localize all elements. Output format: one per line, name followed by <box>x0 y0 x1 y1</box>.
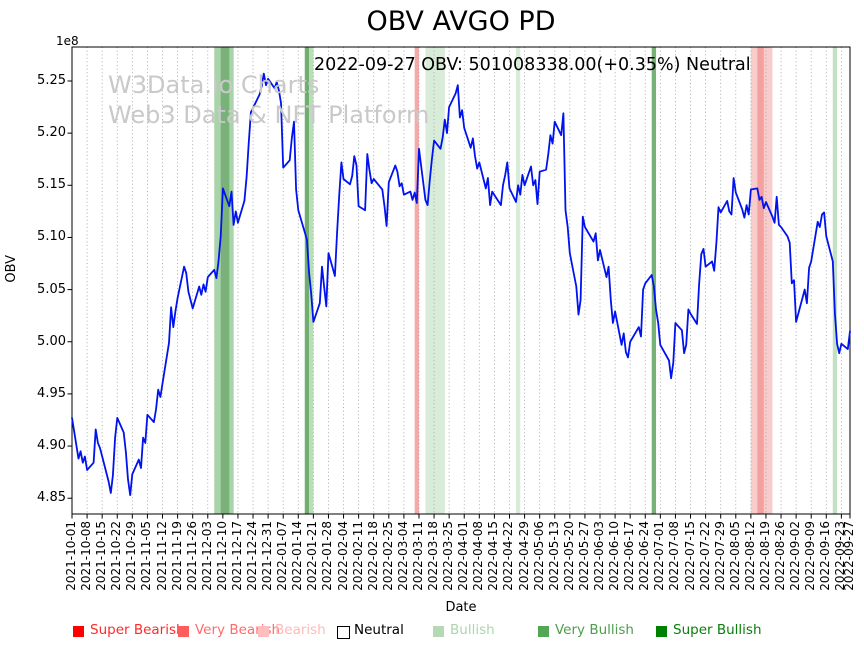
x-tick-label: 2022-09-02 <box>788 521 803 591</box>
x-tick-label: 2021-11-05 <box>139 521 154 591</box>
x-tick-label: 2022-04-22 <box>501 521 516 591</box>
x-tick-label: 2022-07-15 <box>682 521 697 591</box>
y-tick-label: 5.15 <box>37 177 66 193</box>
x-tick-label: 2022-02-04 <box>335 521 350 591</box>
x-tick-label: 2022-05-13 <box>546 521 561 591</box>
x-tick-label: 2022-03-11 <box>410 521 425 591</box>
x-tick-label: 2021-10-08 <box>79 521 94 591</box>
x-tick-label: 2022-01-14 <box>290 521 305 591</box>
y-tick-label: 5.20 <box>37 125 66 141</box>
x-tick-label: 2022-07-22 <box>697 521 712 591</box>
x-tick-label: 2022-05-20 <box>561 521 576 591</box>
x-tick-label: 2022-04-01 <box>456 521 471 591</box>
x-tick-label: 2022-08-12 <box>742 521 757 591</box>
x-tick-label: 2022-03-25 <box>441 521 456 591</box>
x-tick-label: 2022-02-18 <box>365 521 380 591</box>
y-tick-label: 4.90 <box>37 438 66 454</box>
x-tick-label: 2021-10-01 <box>64 521 78 591</box>
signal-band <box>220 47 230 514</box>
x-tick-label: 2022-09-27 <box>842 521 856 591</box>
x-tick-label: 2021-10-22 <box>109 521 124 591</box>
x-tick-label: 2021-12-17 <box>229 521 244 591</box>
x-tick-label: 2022-08-19 <box>757 521 772 591</box>
y-tick-label: 4.95 <box>37 385 66 401</box>
x-tick-label: 2022-02-11 <box>350 521 365 591</box>
x-tick-label: 2022-03-04 <box>395 521 410 591</box>
x-tick-label: 2022-04-15 <box>486 521 501 591</box>
x-tick-label: 2021-12-31 <box>260 521 275 591</box>
signal-band <box>304 47 310 514</box>
legend-label-neutral: Neutral <box>354 622 404 638</box>
legend-swatch-very-bullish <box>538 626 549 637</box>
x-tick-label: 2022-06-10 <box>607 521 622 591</box>
x-tick-label: 2021-12-03 <box>199 521 214 591</box>
y-axis-label: OBV <box>4 255 19 283</box>
x-tick-label: 2021-12-24 <box>245 521 260 591</box>
legend-swatch-super-bullish <box>656 626 667 637</box>
legend-label-super-bullish: Super Bullish <box>673 622 762 638</box>
signal-band <box>757 47 764 514</box>
x-tick-label: 2021-10-15 <box>94 521 109 591</box>
signal-band <box>515 47 521 514</box>
x-tick-label: 2021-12-10 <box>214 521 229 591</box>
signal-band <box>425 47 445 514</box>
legend-swatch-very-bearish <box>178 626 189 637</box>
x-tick-label: 2022-01-07 <box>275 521 290 591</box>
x-tick-label: 2022-03-18 <box>426 521 441 591</box>
x-tick-label: 2022-06-17 <box>622 521 637 591</box>
y-tick-label: 5.10 <box>37 229 66 245</box>
x-tick-label: 2022-06-03 <box>592 521 606 591</box>
obv-line <box>71 72 851 497</box>
y-tick-label: 5.00 <box>37 333 66 349</box>
watermark-line1: W3Data.io Charts <box>108 71 320 99</box>
x-tick-label: 2022-06-24 <box>637 521 652 591</box>
x-tick-label: 2022-01-28 <box>320 521 335 591</box>
legend-label-bullish: Bullish <box>450 622 495 638</box>
watermark: W3Data.io Charts Web3 Data & NFT Platfor… <box>108 70 429 130</box>
legend-swatch-neutral <box>337 626 350 639</box>
x-tick-label: 2022-07-29 <box>712 521 727 591</box>
x-tick-label: 2022-09-16 <box>818 521 833 591</box>
x-tick-label: 2021-11-19 <box>169 521 184 591</box>
x-tick-label: 2022-01-21 <box>305 521 320 591</box>
x-tick-label: 2022-05-06 <box>531 521 546 591</box>
x-tick-label: 2021-10-29 <box>124 521 139 591</box>
signal-band <box>309 47 314 514</box>
x-tick-label: 2022-08-26 <box>773 521 788 591</box>
x-tick-label: 2022-08-05 <box>727 521 742 591</box>
x-tick-label: 2022-09-09 <box>803 521 818 591</box>
x-tick-label: 2022-02-25 <box>380 521 395 591</box>
signal-band <box>651 47 657 514</box>
legend-label-bearish: Bearish <box>275 622 326 638</box>
legend-label-super-bearish: Super Bearish <box>90 622 185 638</box>
signal-band <box>414 47 419 514</box>
y-tick-label: 5.25 <box>37 73 66 88</box>
x-tick-label: 2022-04-29 <box>516 521 531 591</box>
x-tick-label: 2021-11-12 <box>154 521 169 591</box>
x-tick-label: 2022-04-08 <box>471 521 486 591</box>
x-tick-label: 2022-05-27 <box>576 521 591 591</box>
legend-label-very-bullish: Very Bullish <box>555 622 634 638</box>
legend-swatch-bullish <box>433 626 444 637</box>
signal-band <box>832 47 838 514</box>
x-tick-label: 2021-11-26 <box>184 521 199 591</box>
x-axis-label: Date <box>445 600 477 615</box>
legend-swatch-super-bearish <box>73 626 84 637</box>
y-tick-label: 5.05 <box>37 281 66 297</box>
watermark-line2: Web3 Data & NFT Platform <box>108 101 430 129</box>
x-tick-label: 2022-07-08 <box>667 521 682 591</box>
axes-spines <box>71 46 851 515</box>
chart-title: OBV AVGO PD <box>366 6 556 37</box>
last-value-annotation: 2022-09-27 OBV: 501008338.00(+0.35%) Neu… <box>314 55 751 75</box>
y-axis-offset-label: 1e8 <box>56 34 79 48</box>
x-tick-label: 2022-07-01 <box>652 521 667 591</box>
y-tick-label: 4.85 <box>37 490 66 506</box>
legend-swatch-bearish <box>258 626 269 637</box>
